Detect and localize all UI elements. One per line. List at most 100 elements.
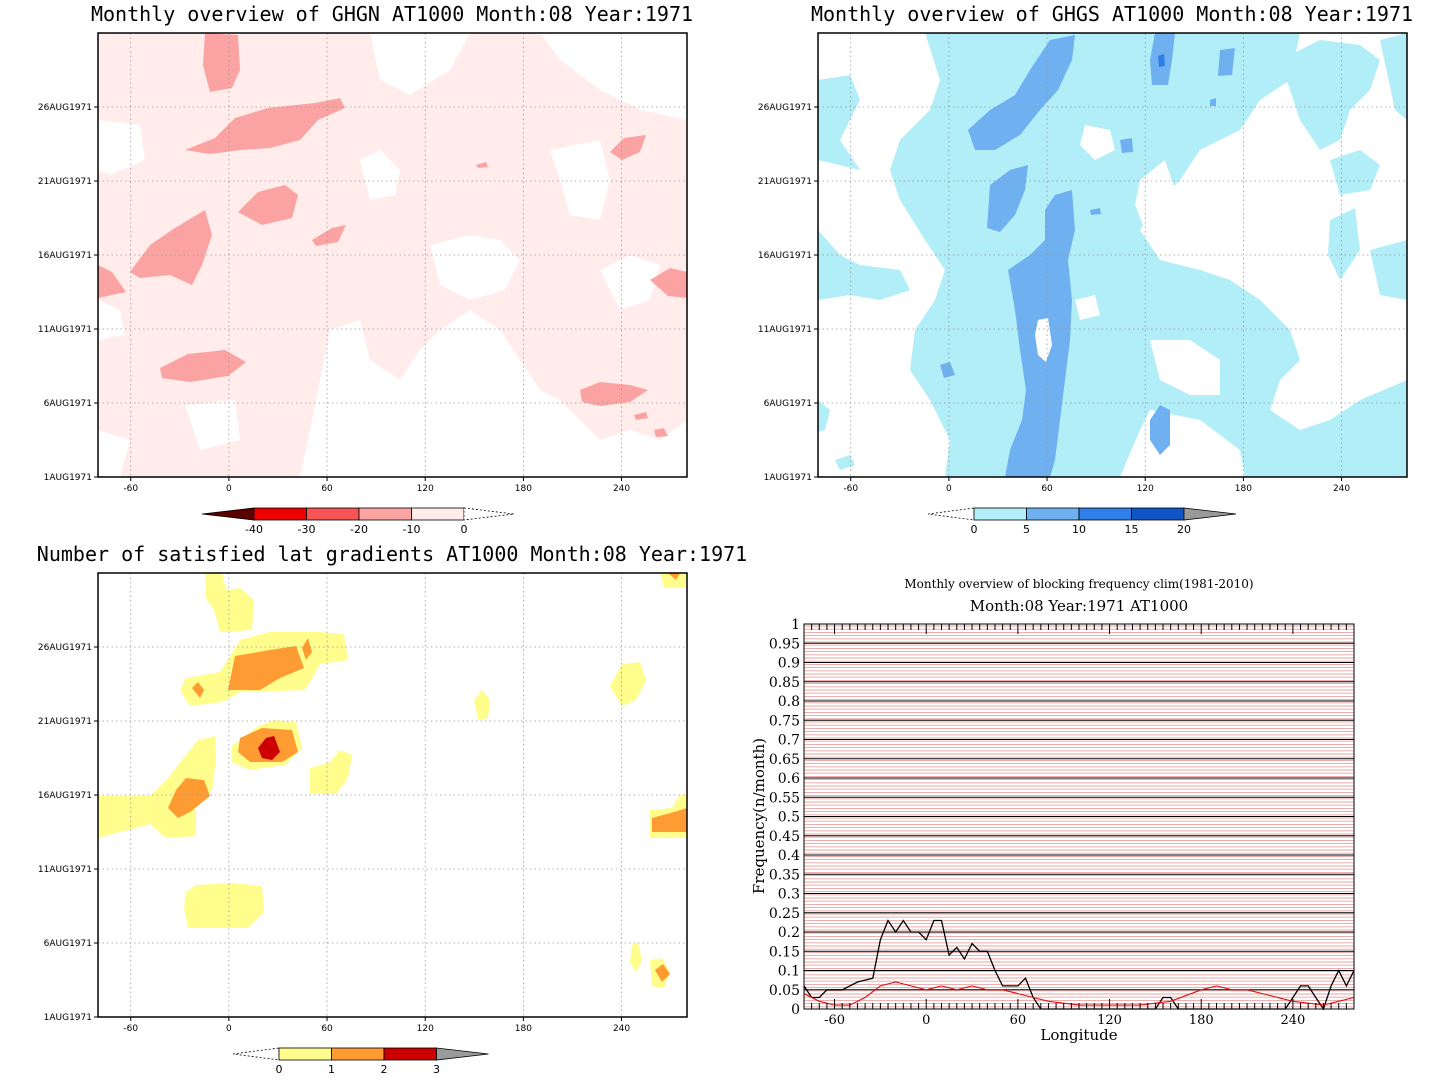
y-tick-label: 0.15 (769, 944, 800, 960)
colorbar-label: -30 (298, 523, 316, 536)
x-tick-label: 60 (1041, 484, 1053, 494)
y-tick-label: 21AUG1971 (758, 177, 812, 187)
x-tick-label: 60 (321, 484, 333, 494)
y-tick-label: 1AUG1971 (764, 473, 812, 483)
x-tick-label: 0 (946, 484, 952, 494)
y-tick-label: 0.7 (778, 733, 800, 749)
y-tick-label: 1AUG1971 (44, 1013, 92, 1023)
y-tick-label: 0.1 (778, 964, 800, 980)
ghgn-axis-ticks: -60 0 60 120 180 240 1AUG1971 6AUG1971 11AUG1971… (38, 103, 630, 494)
ghgn-colorbar: -40 -30 -20 -10 0 (201, 507, 515, 536)
colorbar-max-triangle (1183, 507, 1237, 521)
colorbar-segment (973, 507, 1027, 521)
blocking-axis-ticks: 0 0.05 0.1 0.15 0.2 0.25 0.3 0.35 0.4 0.45 0.5 0.55… (769, 617, 1355, 1028)
y-tick-label: 26AUG1971 (38, 103, 92, 113)
colorbar-min-triangle (927, 507, 975, 521)
ghgn-zero-contours (98, 33, 687, 477)
y-tick-label: 0.2 (778, 925, 800, 941)
ghgn-negative-contours (98, 33, 687, 437)
x-tick-label: -60 (824, 1013, 845, 1028)
x-tick-label: 240 (613, 1024, 630, 1034)
colorbar-max-triangle (436, 1047, 489, 1061)
y-tick-label: 0 (791, 1002, 800, 1018)
panel-ghgn: Monthly overview of GHGN AT1000 Month:08… (38, 2, 693, 536)
satisfied-axis-ticks: -60 0 60 120 180 240 1AUG1971 6AUG1971 11AUG1971… (38, 643, 630, 1034)
y-tick-label: 1AUG1971 (44, 473, 92, 483)
y-tick-label: 11AUG1971 (758, 325, 812, 335)
colorbar-segment (1131, 507, 1185, 521)
y-tick-label: 21AUG1971 (38, 717, 92, 727)
colorbar-segment (253, 507, 307, 521)
y-tick-label: 0.6 (778, 771, 800, 787)
y-tick-label: 6AUG1971 (764, 399, 812, 409)
y-tick-label: 0.4 (778, 848, 800, 864)
colorbar-label: 15 (1125, 523, 1139, 536)
y-tick-label: 11AUG1971 (38, 325, 92, 335)
y-tick-label: 0.95 (769, 636, 800, 652)
ghgs-gap-contours (1075, 125, 1220, 395)
panel-satisfied: Number of satisfied lat gradients AT1000… (37, 542, 747, 1076)
blocking-gridlines (804, 623, 1354, 1010)
blocking-ylabel: Frequency(n/month) (750, 738, 768, 894)
x-tick-label: 60 (321, 1024, 333, 1034)
y-tick-label: 21AUG1971 (38, 177, 92, 187)
blocking-series (803, 919, 1355, 1011)
colorbar-segment (1026, 507, 1080, 521)
colorbar-segment (411, 507, 465, 521)
colorbar-label: 0 (461, 523, 468, 536)
x-tick-label: 0 (922, 1013, 930, 1028)
colorbar-label: 0 (276, 1063, 283, 1076)
colorbar-label: 0 (971, 523, 978, 536)
blocking-xlabel: Longitude (1040, 1026, 1117, 1044)
ghgn-gridlines (98, 33, 687, 478)
y-tick-label: 0.45 (769, 829, 800, 845)
colorbar-min-triangle (201, 507, 255, 521)
colorbar-segment (331, 1047, 385, 1061)
y-tick-label: 16AUG1971 (38, 251, 92, 261)
x-tick-label: 240 (1280, 1013, 1305, 1028)
y-tick-label: 0.25 (769, 906, 800, 922)
y-tick-label: 0.55 (769, 790, 800, 806)
x-tick-label: -60 (843, 484, 858, 494)
x-tick-label: 0 (226, 484, 232, 494)
ghgn-title: Monthly overview of GHGN AT1000 Month:08… (91, 2, 693, 26)
y-tick-label: 11AUG1971 (38, 865, 92, 875)
satisfied-title: Number of satisfied lat gradients AT1000… (37, 542, 747, 566)
y-tick-label: 0.8 (778, 694, 800, 710)
satisfied-colorbar: 0 1 2 3 (232, 1047, 489, 1076)
colorbar-label: 5 (1023, 523, 1030, 536)
y-tick-label: 6AUG1971 (44, 399, 92, 409)
x-tick-label: 240 (613, 484, 630, 494)
ghgs-deep-contours (1158, 54, 1165, 67)
colorbar-segment (358, 507, 412, 521)
colorbar-segment (306, 507, 360, 521)
x-tick-label: 120 (1137, 484, 1154, 494)
x-tick-label: 180 (1189, 1013, 1214, 1028)
x-tick-label: 180 (515, 484, 532, 494)
panel-blocking: Monthly overview of blocking frequency c… (750, 577, 1355, 1044)
blocking-series-red (803, 981, 1355, 1006)
colorbar-label: -10 (403, 523, 421, 536)
colorbar-label: 3 (433, 1063, 440, 1076)
ghgs-colorbar: 0 5 10 15 20 (927, 507, 1237, 536)
x-tick-label: -60 (123, 484, 138, 494)
x-tick-label: 120 (1097, 1013, 1122, 1028)
y-tick-label: 0.85 (769, 675, 800, 691)
y-tick-label: 16AUG1971 (38, 791, 92, 801)
y-tick-label: 0.5 (778, 810, 800, 826)
y-tick-label: 0.9 (778, 656, 800, 672)
x-tick-label: 60 (1010, 1013, 1027, 1028)
colorbar-label: -40 (245, 523, 263, 536)
x-tick-label: 0 (226, 1024, 232, 1034)
x-tick-label: 180 (1235, 484, 1252, 494)
colorbar-min-triangle (232, 1047, 280, 1061)
y-tick-label: 6AUG1971 (44, 939, 92, 949)
y-tick-label: 0.65 (769, 752, 800, 768)
blocking-series-black (803, 919, 1355, 1011)
colorbar-label: -20 (350, 523, 368, 536)
ghgs-light-contours (818, 33, 1407, 477)
colorbar-label: 1 (328, 1063, 335, 1076)
y-tick-label: 16AUG1971 (758, 251, 812, 261)
x-tick-label: 180 (515, 1024, 532, 1034)
